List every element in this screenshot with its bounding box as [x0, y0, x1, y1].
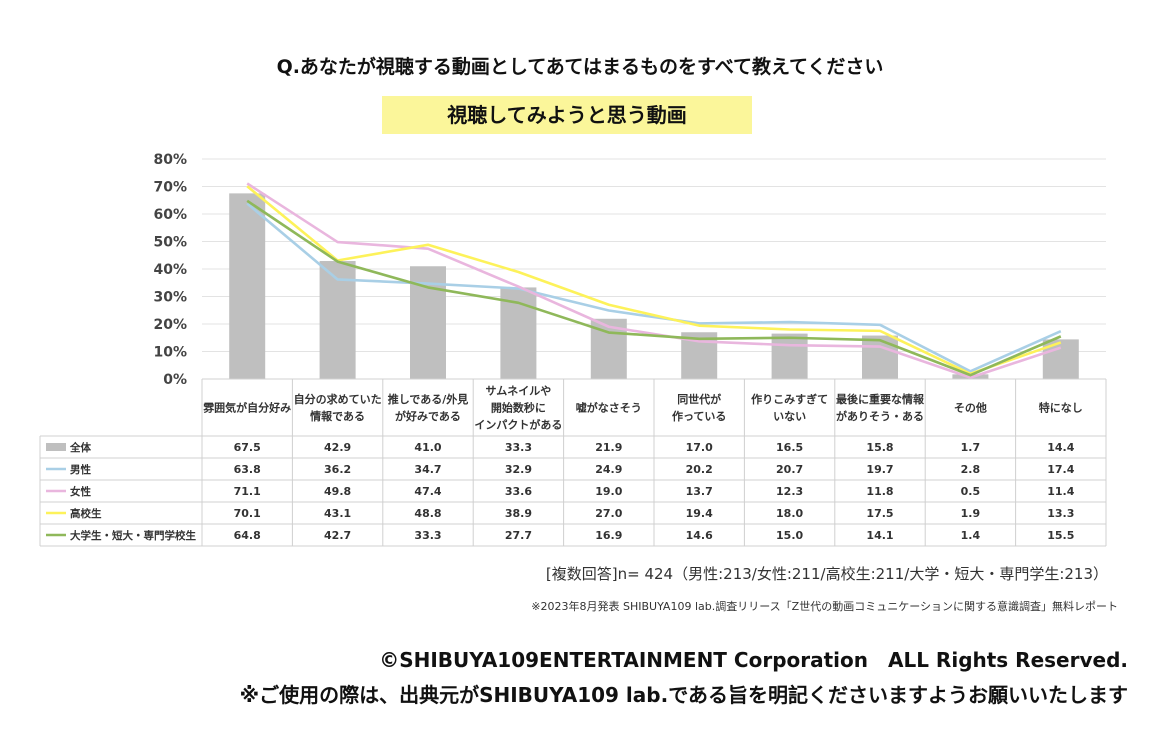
category-label: いない: [773, 410, 806, 423]
series-line: [246, 199, 1062, 377]
data-value: 41.0: [414, 441, 441, 454]
category-label: 作りこみすぎて: [751, 392, 828, 406]
data-value: 33.3: [414, 529, 441, 542]
data-value: 18.0: [776, 507, 803, 520]
question-title: Q.あなたが視聴する動画としてあてはまるものをすべて教えてください: [276, 56, 884, 78]
y-tick-label: 60%: [153, 207, 187, 223]
data-value: 42.9: [324, 441, 351, 454]
data-value: 70.1: [234, 507, 261, 520]
y-tick-label: 70%: [153, 180, 187, 196]
category-label: 推しである/外見: [388, 392, 469, 406]
bar: [771, 333, 808, 379]
category-label: 特になし: [1039, 401, 1083, 415]
chart-subtitle: 視聴してみようと思う動画: [382, 96, 752, 134]
copyright-text: ©SHIBUYA109ENTERTAINMENT Corporation ALL…: [379, 648, 1128, 672]
usage-notice: ※ご使用の際は、出典元がSHIBUYA109 lab.である旨を明記くださいます…: [239, 683, 1128, 707]
data-value: 13.7: [686, 485, 713, 498]
category-label: 最後に重要な情報: [836, 392, 925, 406]
category-label: 自分の求めていた: [294, 392, 382, 406]
category-label: がありそう・ある: [836, 409, 924, 423]
data-value: 71.1: [234, 485, 261, 498]
data-value: 1.9: [961, 507, 981, 520]
category-label: サムネイルや: [486, 385, 552, 398]
data-value: 49.8: [324, 485, 351, 498]
category-label: インパクトがある: [474, 418, 562, 432]
bar: [1042, 339, 1079, 379]
data-value: 2.8: [961, 463, 981, 476]
data-value: 36.2: [324, 463, 351, 476]
data-value: 34.7: [414, 463, 441, 476]
bar: [229, 193, 266, 379]
data-value: 64.8: [234, 529, 261, 542]
data-value: 67.5: [234, 441, 261, 454]
category-label: 作っている: [672, 409, 726, 423]
y-tick-label: 40%: [153, 262, 187, 278]
series-line: [246, 182, 1062, 379]
data-value: 21.9: [595, 441, 622, 454]
data-value: 1.4: [961, 529, 981, 542]
y-tick-label: 30%: [153, 290, 187, 306]
data-value: 11.8: [866, 485, 893, 498]
data-value: 16.5: [776, 441, 803, 454]
data-value: 33.3: [505, 441, 532, 454]
data-value: 20.2: [686, 463, 713, 476]
category-label: 開始数秒に: [491, 401, 546, 415]
data-value: 12.3: [776, 485, 803, 498]
data-value: 15.5: [1047, 529, 1074, 542]
data-value: 15.8: [866, 441, 893, 454]
y-tick-label: 20%: [153, 317, 187, 333]
y-tick-label: 80%: [153, 152, 187, 168]
data-value: 19.4: [686, 507, 713, 520]
data-value: 24.9: [595, 463, 622, 476]
data-value: 15.0: [776, 529, 803, 542]
data-value: 14.6: [686, 529, 713, 542]
data-value: 48.8: [414, 507, 441, 520]
legend-label: 大学生・短大・専門学校生: [70, 529, 196, 542]
category-label: が好みである: [395, 409, 461, 423]
data-value: 11.4: [1047, 485, 1074, 498]
data-value: 14.1: [866, 529, 893, 542]
data-value: 20.7: [776, 463, 803, 476]
legend-label: 高校生: [70, 507, 102, 520]
legend-label: 全体: [69, 441, 91, 454]
data-value: 17.4: [1047, 463, 1074, 476]
legend-swatch: [46, 443, 66, 451]
data-value: 0.5: [961, 485, 981, 498]
y-tick-label: 50%: [153, 235, 187, 251]
source-note: ※2023年8月発表 SHIBUYA109 lab.調査リリース「Z世代の動画コ…: [531, 600, 1118, 613]
y-tick-label: 0%: [163, 372, 187, 388]
legend-label: 女性: [70, 485, 91, 498]
bar: [862, 335, 898, 379]
data-value: 42.7: [324, 529, 351, 542]
data-value: 19.0: [595, 485, 622, 498]
data-value: 19.7: [866, 463, 893, 476]
chart: 0% 10% 20% 30% 40% 50% 60% 70% 80% 雰囲気が自分好み自分の求めて…: [39, 152, 1107, 547]
data-value: 14.4: [1047, 441, 1074, 454]
category-label: その他: [954, 401, 987, 415]
data-value: 43.1: [324, 507, 351, 520]
category-label: 情報である: [310, 409, 365, 423]
category-label: 嘘がなさそう: [576, 401, 642, 415]
data-value: 33.6: [505, 485, 532, 498]
data-value: 16.9: [595, 529, 622, 542]
data-value: 27.0: [595, 507, 622, 520]
data-value: 32.9: [505, 463, 532, 476]
series-line: [246, 202, 1062, 373]
data-value: 63.8: [234, 463, 261, 476]
data-value: 1.7: [961, 441, 981, 454]
category-label: 雰囲気が自分好み: [203, 401, 291, 415]
data-value: 17.0: [686, 441, 713, 454]
data-value: 27.7: [505, 529, 532, 542]
series-line: [246, 185, 1062, 376]
sample-size-note: [複数回答]n= 424（男性:213/女性:211/高校生:211/大学・短大…: [545, 565, 1108, 583]
legend-label: 男性: [70, 463, 91, 476]
data-value: 47.4: [414, 485, 441, 498]
y-tick-label: 10%: [153, 345, 187, 361]
data-value: 17.5: [866, 507, 893, 520]
category-label: 同世代が: [677, 392, 721, 406]
data-value: 38.9: [505, 507, 532, 520]
data-value: 13.3: [1047, 507, 1074, 520]
